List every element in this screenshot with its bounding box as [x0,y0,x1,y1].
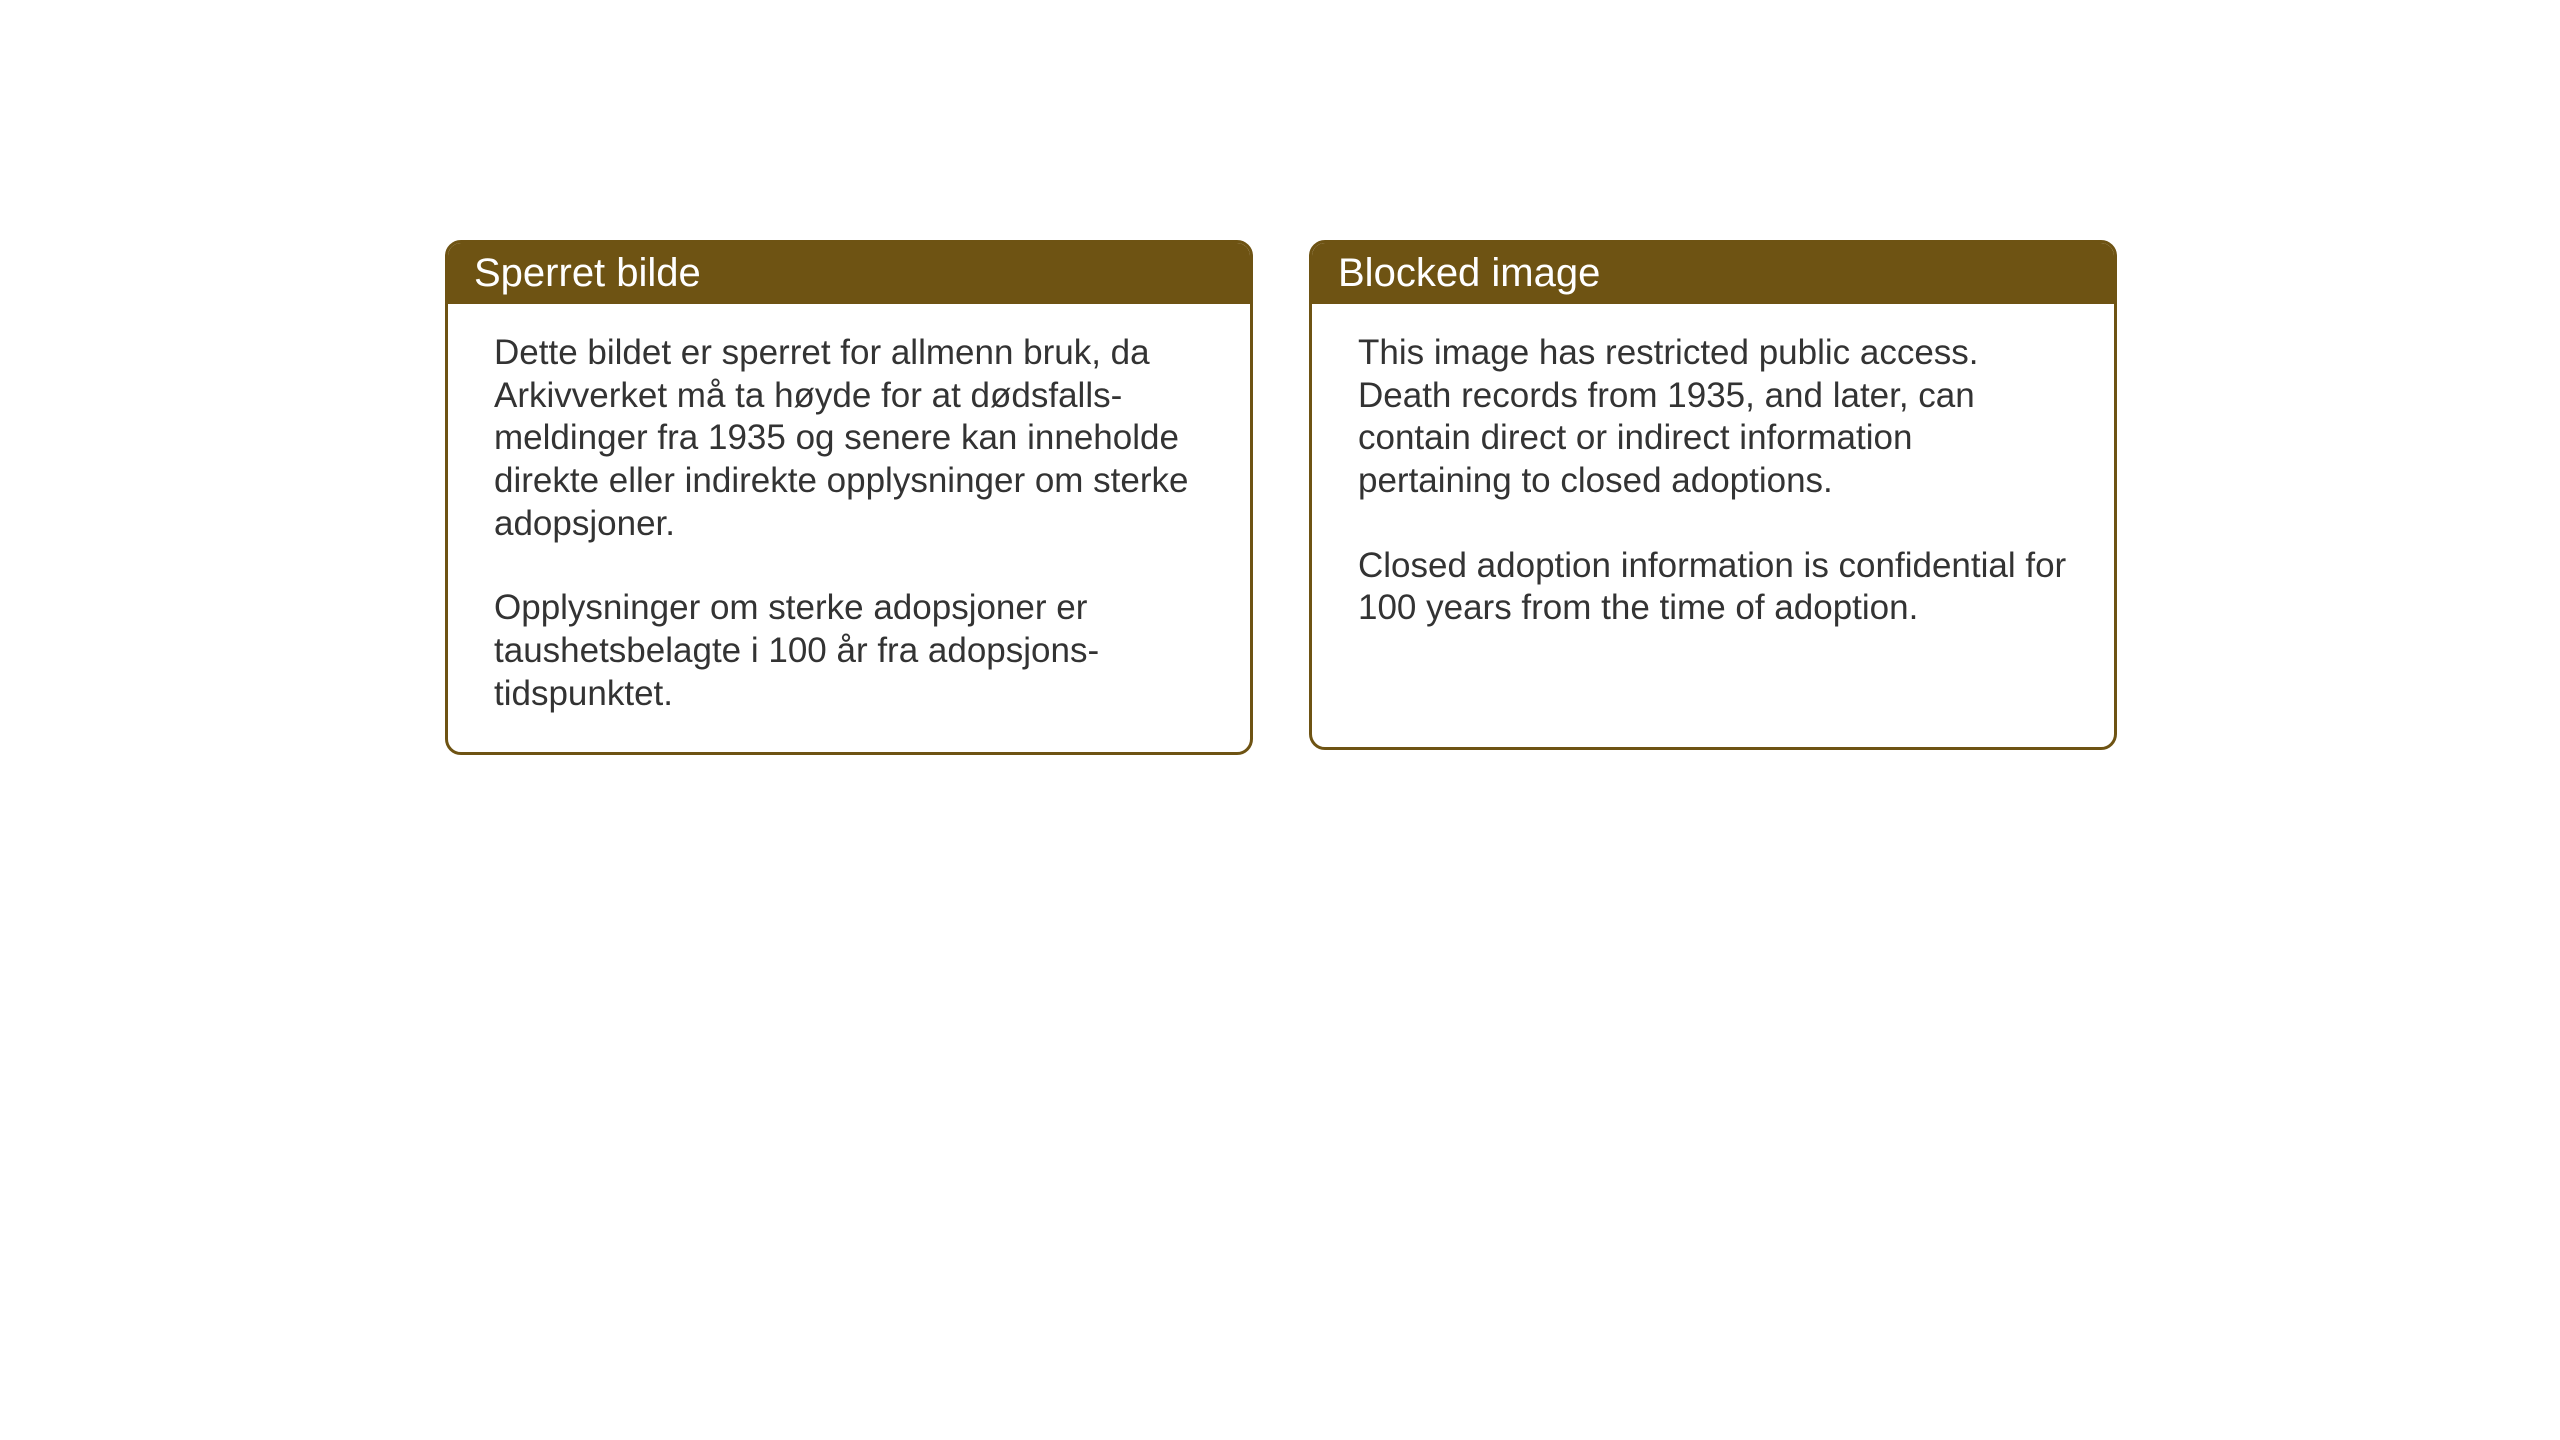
notice-paragraph: Opplysninger om sterke adopsjoner er tau… [494,587,1204,715]
notice-box-english: Blocked image This image has restricted … [1309,240,2117,750]
notice-body-norwegian: Dette bildet er sperret for allmenn bruk… [448,304,1250,752]
notice-paragraph: Closed adoption information is confident… [1358,545,2068,630]
notice-paragraph: This image has restricted public access.… [1358,332,2068,503]
notice-container: Sperret bilde Dette bildet er sperret fo… [445,240,2117,755]
notice-header-english: Blocked image [1312,243,2114,304]
notice-paragraph: Dette bildet er sperret for allmenn bruk… [494,332,1204,545]
notice-box-norwegian: Sperret bilde Dette bildet er sperret fo… [445,240,1253,755]
notice-body-english: This image has restricted public access.… [1312,304,2114,666]
notice-header-norwegian: Sperret bilde [448,243,1250,304]
